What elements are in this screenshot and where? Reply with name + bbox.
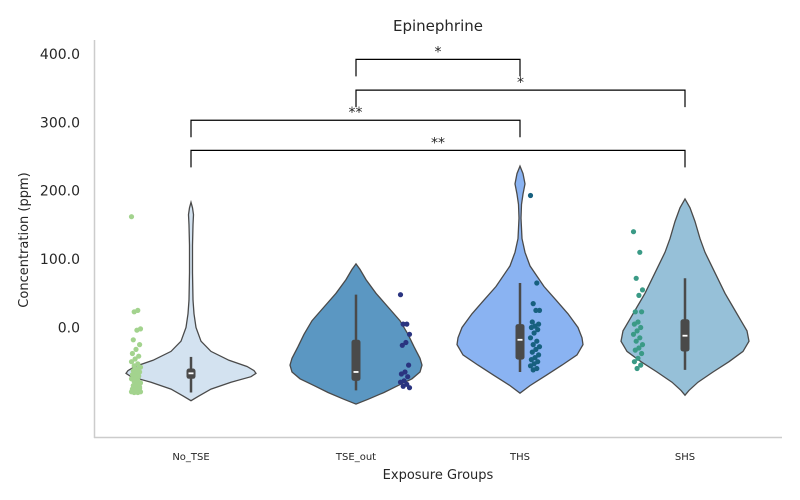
significance-label: * [435,44,442,60]
significance-brackets: ****** [190,44,686,168]
point-No_TSE [133,346,139,352]
significance-bracket [355,89,686,108]
point-SHS [639,350,645,357]
point-THS [529,319,535,325]
point-TSE_out [406,362,412,368]
point-No_TSE [130,387,136,393]
point-SHS [635,355,641,361]
point-SHS [632,347,638,353]
point-SHS [639,287,646,293]
point-SHS [639,342,646,348]
point-SHS [638,362,644,368]
point-THS [533,307,539,313]
point-THS [529,349,535,355]
violin-THS [456,164,584,395]
y-tick-label: 400.0 [40,47,80,63]
point-TSE_out [400,383,406,389]
point-TSE_out [403,339,409,346]
point-THS [535,327,541,333]
point-SHS [632,309,638,315]
x-tick-label: No_TSE [172,452,209,463]
point-SHS [633,275,639,281]
x-tick-label: TSE_out [335,452,376,463]
point-SHS [631,321,638,327]
chart-title: Epinephrine [393,17,483,35]
y-axis-label: Concentration (ppm) [17,172,32,307]
violin-No_TSE [125,199,257,402]
point-THS [531,330,537,336]
point-SHS [633,338,639,344]
y-ticks: 0.0 100.0 200.0 300.0 400.0 [40,47,80,337]
point-No_TSE [136,353,142,359]
point-TSE_out [397,292,404,298]
point-TSE_out [398,371,404,377]
point-No_TSE [132,356,138,362]
x-tick-label: SHS [675,452,695,463]
y-tick-label: 100.0 [40,252,80,268]
point-No_TSE [134,327,140,333]
point-TSE_out [399,342,405,348]
point-SHS [637,335,643,341]
significance-label: ** [349,105,363,121]
box-TSE_out [351,339,361,381]
point-No_TSE [131,309,137,315]
point-THS [528,357,535,363]
point-SHS [634,365,640,372]
point-TSE_out [406,331,413,337]
point-THS [534,280,540,286]
box-THS [515,324,525,360]
point-SHS [638,324,644,331]
point-THS [536,307,543,313]
point-THS [533,346,539,352]
point-TSE_out [404,321,410,327]
point-THS [530,367,536,373]
significance-bracket [190,149,686,168]
point-SHS [630,229,637,235]
violins-layer [125,164,750,405]
point-TSE_out [400,321,406,327]
point-THS [534,338,540,344]
point-THS [527,363,534,369]
significance-label: ** [431,135,445,151]
point-No_TSE [128,214,135,220]
point-THS [528,324,535,331]
point-No_TSE [128,359,135,365]
x-tick-label: THS [509,452,530,463]
point-No_TSE [130,337,136,343]
y-tick-label: 200.0 [40,184,80,200]
point-THS [530,342,536,348]
point-THS [530,301,536,307]
points-layer [128,192,646,396]
point-TSE_out [405,374,411,380]
y-tick-label: 300.0 [40,115,80,131]
x-ticks: No_TSE TSE_out THS SHS [172,452,695,463]
significance-bracket [190,119,521,138]
x-axis-label: Exposure Groups [383,468,494,483]
point-No_TSE [129,350,135,357]
point-THS [536,344,543,350]
point-SHS [639,309,645,315]
point-TSE_out [397,379,404,385]
point-SHS [631,359,638,365]
point-SHS [636,292,642,298]
point-THS [536,352,542,358]
point-No_TSE [137,385,143,391]
point-SHS [630,331,637,337]
significance-label: * [517,75,524,91]
point-SHS [634,328,640,334]
point-THS [527,192,534,199]
point-SHS [637,249,643,255]
y-tick-label: 0.0 [58,321,80,337]
point-TSE_out [406,385,413,391]
significance-bracket [355,58,521,77]
point-THS [527,335,534,341]
point-No_TSE [137,342,143,348]
